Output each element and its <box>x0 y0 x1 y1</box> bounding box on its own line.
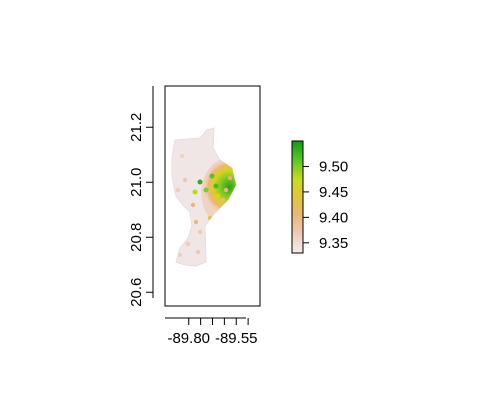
x-tick-label: -89.55 <box>215 330 258 347</box>
raster-cell <box>179 153 185 159</box>
raster-region <box>171 127 237 267</box>
raster-cell <box>227 175 233 181</box>
raster-cell <box>192 189 198 195</box>
legend-tick-label: 9.45 <box>319 184 348 201</box>
raster-cell <box>197 179 203 185</box>
raster-cell <box>195 249 201 255</box>
raster-cell <box>185 241 191 247</box>
raster-cell <box>220 197 226 203</box>
legend-tick-label: 9.50 <box>319 158 348 175</box>
raster-cell <box>203 187 209 193</box>
raster-cell <box>215 193 221 199</box>
x-axis: -89.80 -89.55 <box>165 317 258 347</box>
raster-cell <box>197 229 203 235</box>
plot-frame <box>164 85 261 307</box>
y-tick-label: 20.6 <box>128 278 145 307</box>
legend-colorbar <box>291 140 304 254</box>
y-tick-label: 21.2 <box>128 113 145 142</box>
raster-cell <box>190 202 196 208</box>
raster-cell <box>182 177 188 183</box>
color-legend: 9.35 9.40 9.45 9.50 <box>291 140 348 254</box>
x-tick-label: -89.80 <box>167 330 210 347</box>
raster-cell <box>175 187 181 193</box>
y-tick-label: 21.0 <box>128 168 145 197</box>
y-tick-label: 20.8 <box>128 223 145 252</box>
raster-hotspot <box>203 159 236 215</box>
raster-cell <box>223 187 229 193</box>
legend-tick-label: 9.40 <box>319 209 348 226</box>
raster-cell <box>193 219 199 225</box>
raster-cell <box>213 183 219 189</box>
raster-cell <box>209 173 215 179</box>
y-axis: 20.6 20.8 21.0 21.2 <box>128 86 154 307</box>
legend-tick-label: 9.35 <box>319 235 348 252</box>
raster-cell <box>177 252 183 258</box>
